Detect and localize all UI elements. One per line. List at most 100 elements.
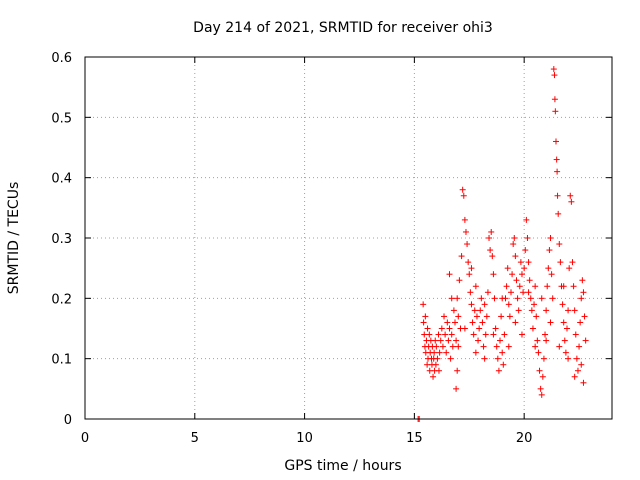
data-point [546,247,553,254]
data-point [528,307,535,314]
chart-title: Day 214 of 2021, SRMTID for receiver ohi… [193,20,493,36]
y-tick-label: 0.2 [51,292,72,307]
data-point [495,367,502,374]
data-point [434,355,441,362]
data-point [544,283,551,290]
data-point [446,271,453,278]
data-point [527,295,534,302]
data-point [550,66,557,73]
data-point [469,319,476,326]
data-point [580,379,587,386]
data-point [581,313,588,320]
data-point [431,349,438,356]
data-point [515,307,522,314]
y-tick-label: 0.5 [51,111,72,126]
data-point [426,331,433,338]
data-point [538,391,545,398]
data-point [509,271,516,278]
data-point [557,259,564,266]
data-point [448,295,455,302]
x-tick-label: 0 [81,431,89,446]
data-point [481,355,488,362]
data-point [579,277,586,284]
data-point [499,349,506,356]
data-point [554,168,561,175]
data-point [521,265,528,272]
data-point [481,301,488,308]
data-point [501,331,508,338]
data-point [432,337,439,344]
data-point [436,349,443,356]
data-point [503,283,510,290]
data-point [551,72,558,79]
data-point [524,235,531,241]
data-point [420,301,427,308]
data-point [553,156,560,163]
data-point [455,313,462,320]
data-point [472,349,479,356]
data-point [472,283,479,290]
data-point [516,283,523,290]
data-point [442,331,449,338]
data-point [549,295,556,302]
data-point [543,307,550,314]
data-points [415,66,589,422]
data-point [455,343,462,350]
plot-frame [84,56,613,420]
data-point [577,319,584,326]
y-tick-label: 0.1 [51,353,72,368]
data-point [547,319,554,326]
data-point [526,277,533,284]
data-point [470,331,477,338]
data-point [499,295,506,302]
data-point [443,349,450,356]
data-point [561,337,568,344]
data-point [563,325,570,332]
data-point [536,367,543,374]
data-point [538,295,545,302]
data-point [466,271,473,278]
data-point [483,313,490,320]
data-point [461,325,468,332]
data-point [565,307,572,314]
data-point [450,307,457,314]
data-point [567,192,574,199]
data-point [552,108,559,115]
data-point [422,313,429,320]
data-point [504,265,511,272]
data-point [486,235,493,241]
data-point [494,355,501,362]
data-point [512,319,519,326]
data-point [453,385,460,392]
data-point [523,216,530,223]
data-point [459,186,466,193]
data-point [568,198,575,205]
data-point [451,319,458,326]
data-point [488,228,495,235]
data-point [529,325,536,332]
data-point [468,301,475,308]
data-point [540,355,547,362]
data-point [520,289,527,296]
data-point [560,283,567,290]
data-point [531,301,538,308]
data-point [532,343,539,350]
data-point [490,271,497,278]
data-point [464,241,471,248]
data-point [510,241,517,248]
data-point [430,373,437,380]
data-point [432,361,439,368]
grid-layer [85,57,612,419]
data-point [493,343,500,350]
data-point [507,289,514,296]
y-tick-label: 0.4 [51,172,72,187]
data-point [578,295,585,302]
data-point [424,325,431,332]
data-point [449,343,456,350]
data-point [513,277,520,284]
data-point [512,253,519,260]
data-point [506,313,513,320]
data-point [551,96,558,103]
y-tick-label: 0.3 [51,232,72,247]
